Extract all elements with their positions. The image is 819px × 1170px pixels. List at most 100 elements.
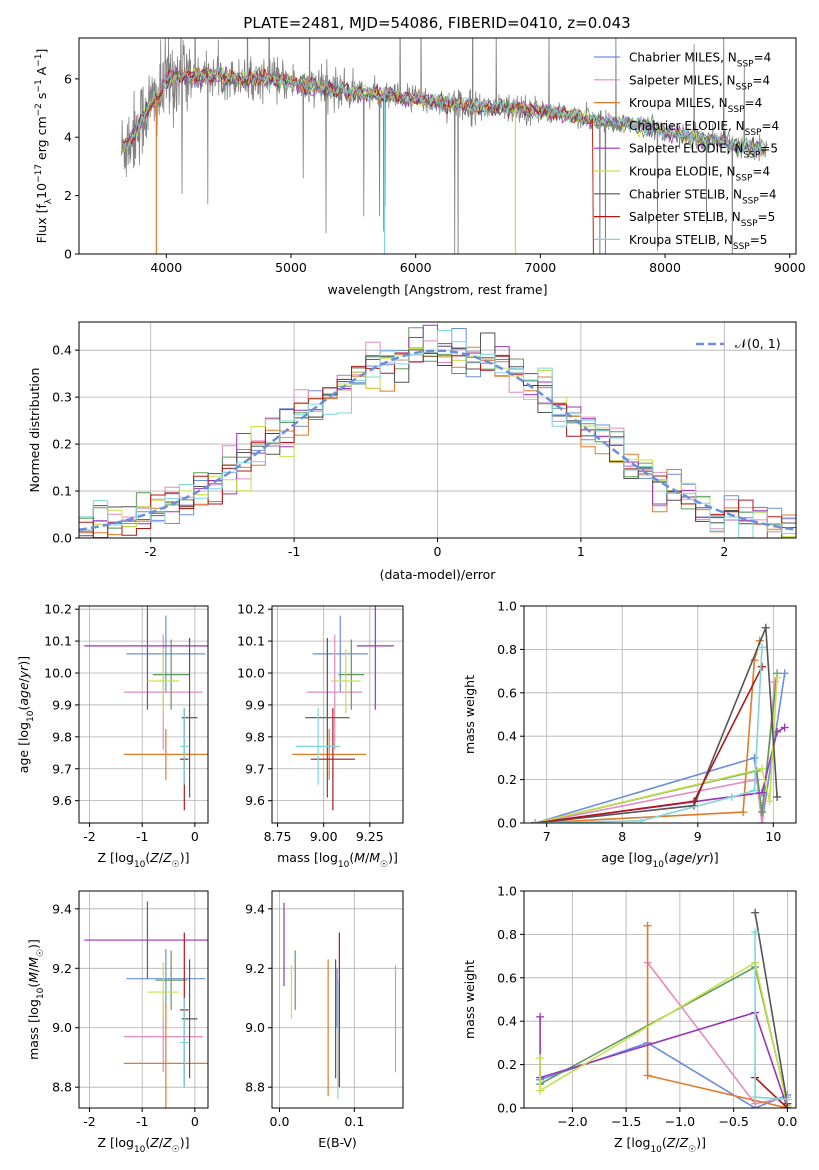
x-tick-label: 2 [720, 544, 728, 559]
normal-curve-line [79, 349, 796, 532]
x-tick-label: 9000 [774, 260, 806, 275]
plot-area [84, 606, 208, 811]
errorbar-kroupa-miles [123, 1003, 208, 1108]
errorbar-kroupa-miles [123, 728, 208, 780]
gridlines [79, 891, 208, 1108]
weight-line [539, 961, 789, 1106]
y-tick-label: 0.0 [497, 1101, 517, 1116]
y-tick-label: 0.3 [52, 390, 72, 405]
x-tick-label: 9.25 [356, 829, 384, 844]
histogram-steps [79, 324, 796, 538]
axes-frame: -2 -1 0 1 2 0.0 0.1 0.2 0.3 0.4 [52, 321, 797, 559]
errorbar-kroupa-stelib [180, 708, 189, 785]
y-tick-label: 9.6 [52, 793, 72, 808]
x-tick-label: -1 [136, 1114, 148, 1129]
y-tick-label: 10.1 [44, 634, 72, 649]
legend-label-salpeter-miles: Salpeter MILES, NSSP=4 [629, 73, 770, 92]
y-tick-label: 9.7 [52, 761, 72, 776]
x-tick-label: −1.0 [665, 1114, 695, 1129]
errorbar-salpeter-miles [307, 634, 363, 750]
legend-label-kroupa-elodie: Kroupa ELODIE, NSSP=4 [629, 165, 770, 184]
weight-lines [536, 908, 792, 1108]
x-tick-label: 7000 [524, 260, 556, 275]
axes-frame: 0.0 0.1 8.8 9.0 9.2 9.4 [245, 890, 404, 1129]
legend-label-salpeter-stelib: Salpeter STELIB, NSSP=5 [629, 210, 775, 229]
y-tick-label: 10.1 [237, 634, 265, 649]
weight-series-chabrier-stelib [531, 623, 782, 823]
errorbar-chabrier-stelib [305, 637, 350, 798]
x-tick-label: 8 [618, 829, 626, 844]
weight-line [535, 627, 778, 823]
error-bars [283, 902, 397, 1100]
y-tick-label: 9.7 [245, 761, 265, 776]
x-tick-label: 6000 [400, 260, 432, 275]
y-tick-label: 0.0 [52, 531, 72, 546]
weight-vs-z-panel: −2.0 −1.5 −1.0 −0.5 0.0 0.0 0.2 0.4 0.6 0.8 1.0 [497, 884, 797, 1130]
y-tick-label: 0.2 [497, 772, 517, 787]
errorbar-salpeter-elodie [356, 606, 394, 710]
x-tick-label: 1 [577, 544, 585, 559]
x-tick-label: 9 [694, 829, 702, 844]
histogram-panel: -2 -1 0 1 2 0.0 0.1 0.2 0.3 0.4 [52, 321, 797, 559]
histogram-x-label: (data-model)/error [380, 567, 497, 582]
legend-label-salpeter-elodie: Salpeter ELODIE, NSSP=5 [629, 142, 778, 161]
y-tick-label: 9.4 [52, 901, 72, 916]
y-tick-label: 0.8 [497, 642, 517, 657]
y-tick-label: 0.4 [497, 729, 517, 744]
weight-vs-age-panel: 7 8 9 10 0.0 0.2 0.4 0.6 0.8 1.0 [497, 599, 797, 844]
y-tick-label: 0.4 [52, 343, 72, 358]
age-vs-z-panel: -2 -1 0 9.6 9.7 9.8 9.9 10.0 10.1 10.2 [44, 602, 209, 844]
axes-border [523, 890, 797, 1109]
axes-border [78, 890, 209, 1109]
y-tick-label: 0.1 [52, 484, 72, 499]
axes-border [523, 605, 797, 824]
y-tick-label: 4 [64, 130, 72, 145]
y-tick-label: 9.9 [52, 697, 72, 712]
y-tick-label: 0.2 [52, 437, 72, 452]
y-tick-label: 1.0 [497, 884, 517, 899]
errorbar-kroupa-elodie [147, 649, 180, 713]
plot-area [79, 324, 796, 538]
plot-area [292, 606, 394, 811]
weight-vs-z-y-label: mass weight [462, 960, 477, 1039]
spectrum-panel: 4000 5000 6000 7000 8000 9000 0 2 4 6 [64, 37, 806, 275]
x-tick-label: -2 [144, 544, 156, 559]
histogram-y-label: Normed distribution [27, 368, 42, 493]
error-bars [84, 901, 208, 1108]
y-tick-label: 8.8 [52, 1080, 72, 1095]
error-bars [292, 606, 394, 811]
x-tick-label: 8000 [649, 260, 681, 275]
y-tick-label: 6 [64, 71, 72, 86]
y-tick-label: 0.6 [497, 970, 517, 985]
errorbar-chabrier-elodie [155, 950, 187, 1010]
y-tick-label: 10.0 [237, 666, 265, 681]
y-tick-label: 9.4 [245, 901, 265, 916]
plot-area [283, 902, 397, 1100]
weight-line [539, 1011, 789, 1108]
errorbar-chabrier-elodie [338, 639, 365, 710]
y-tick-label: 0.8 [497, 927, 517, 942]
age-vs-z-x-label: Z [log10(Z/Z☉)] [97, 850, 189, 870]
x-tick-label: 4000 [150, 260, 182, 275]
x-tick-label: -2 [83, 829, 95, 844]
x-tick-label: 0 [191, 1114, 199, 1129]
weight-series-kroupa-stelib [751, 928, 792, 1104]
weight-vs-age-x-label: age [log10(age/yr)] [601, 850, 718, 870]
errorbar-salpeter-elodie [84, 901, 208, 979]
spectrum-legend: Chabrier MILES, NSSP=4 Salpeter MILES, NS… [594, 51, 779, 252]
axes-border [271, 605, 404, 824]
errorbar-kroupa-miles [292, 728, 367, 780]
gridlines [272, 891, 403, 1108]
axes-border [78, 605, 209, 824]
spectrum-lines [121, 38, 768, 254]
model-spectrum-kroupa-stelib [122, 66, 765, 153]
plot-area [121, 38, 768, 254]
y-tick-label: 8.8 [245, 1080, 265, 1095]
age-vs-z-y-label: age [log10(age/yr)] [16, 656, 36, 773]
errorbar-chabrier-miles [126, 615, 206, 693]
errorbar-kroupa-elodie [331, 649, 361, 713]
x-tick-label: −1.5 [611, 1114, 641, 1129]
spectrum-x-label: wavelength [Angstrom, rest frame] [327, 282, 547, 297]
weight-series-kroupa-stelib [531, 643, 766, 823]
y-tick-label: 9.6 [245, 793, 265, 808]
